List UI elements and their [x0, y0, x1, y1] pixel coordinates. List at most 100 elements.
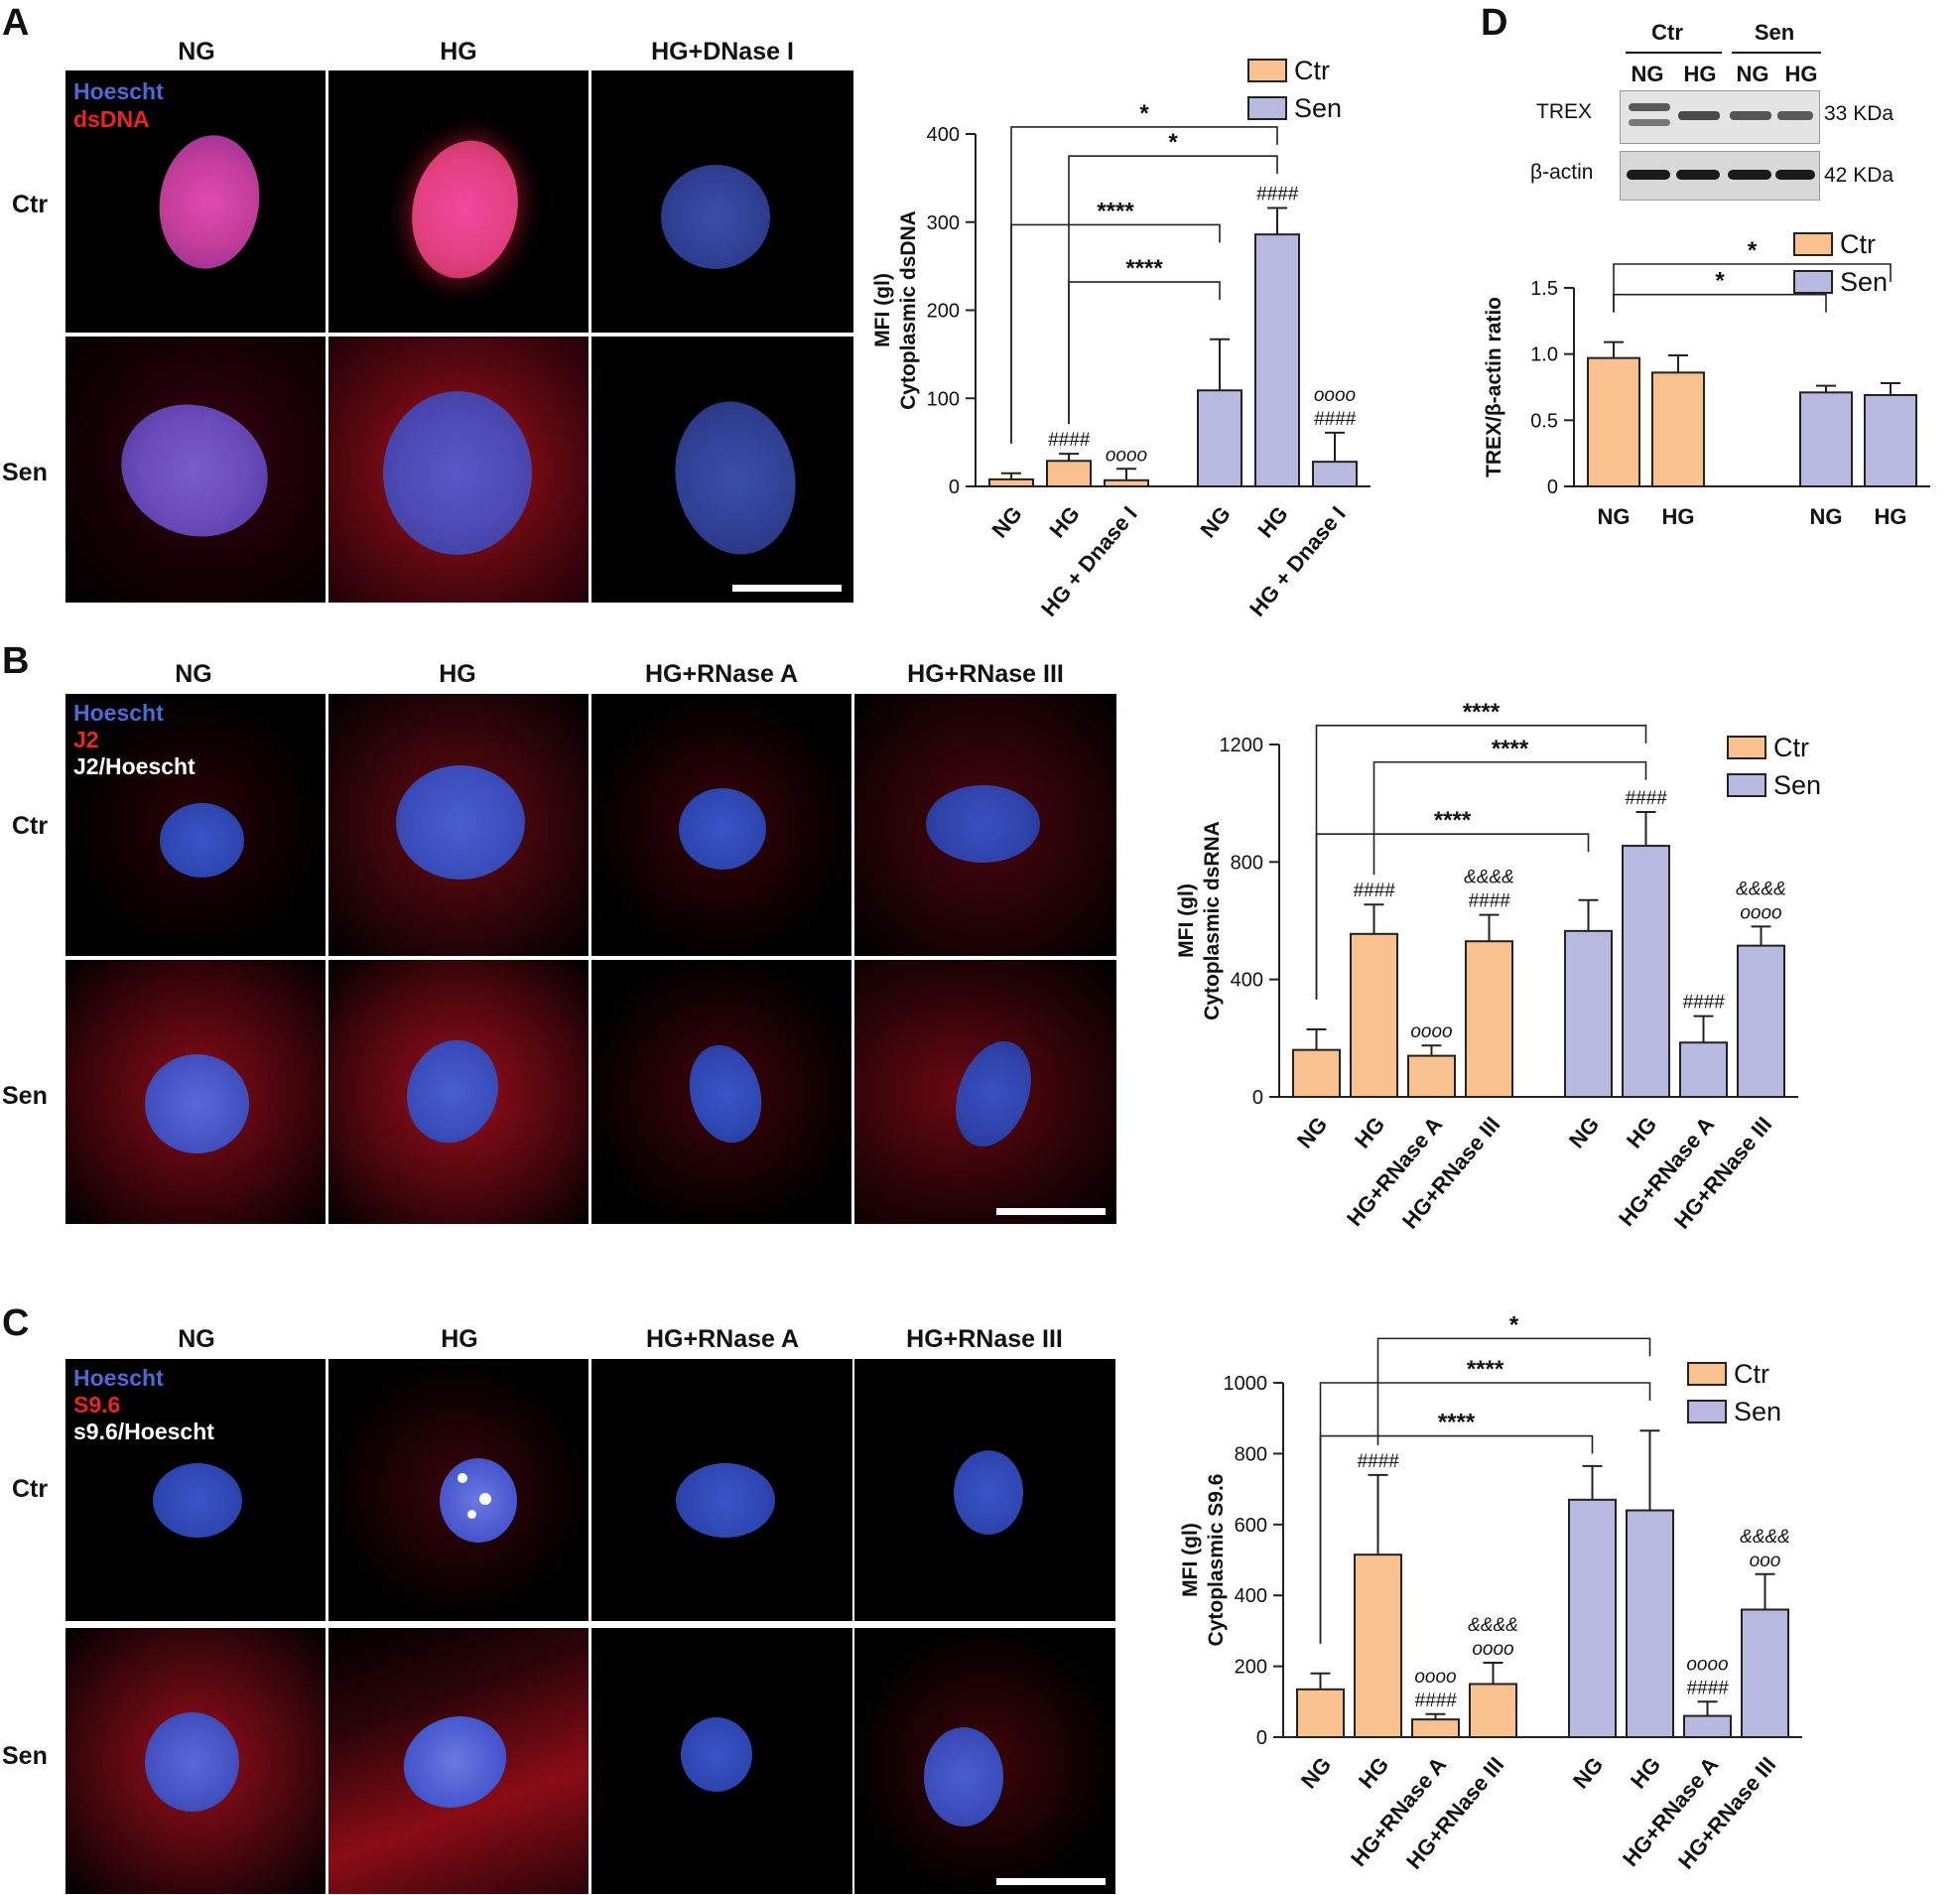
bar — [1411, 1718, 1460, 1738]
legend-swatch — [1727, 736, 1766, 759]
y-axis-label: MFI (gl) — [873, 273, 894, 347]
panel-a-row-head-sen: Sen — [2, 459, 48, 486]
bar-annotation: oooo — [1410, 1021, 1452, 1042]
panel-c-col-head-rnase-a: HG+RNase A — [646, 1325, 799, 1353]
bar-annotation: oooo — [1686, 1654, 1728, 1675]
bar — [1350, 932, 1398, 1098]
blot-lane-2: HG — [1683, 62, 1717, 86]
panel-b-col-head-rnase-a: HG+RNase A — [645, 660, 798, 688]
y-tick-label: 0 — [1252, 1087, 1263, 1109]
micrograph-a-ctr-hg — [328, 70, 588, 333]
micrograph-c-sen-rnase-iii — [854, 1628, 1115, 1894]
significance-label: **** — [1467, 1356, 1504, 1383]
legend-label: Sen — [1840, 267, 1888, 297]
significance-bracket — [1319, 1434, 1594, 1644]
y-tick-label: 800 — [1231, 852, 1263, 874]
panel-b-stain-j2-hoescht: J2/Hoescht — [73, 753, 196, 779]
significance-label: * — [1139, 100, 1149, 127]
blot-group-sen: Sen — [1754, 20, 1795, 45]
bar — [1354, 1554, 1402, 1738]
bar — [1312, 461, 1358, 487]
blot-lane-3: NG — [1736, 62, 1769, 86]
y-axis-label: Cytoplasmic dsRNA — [1201, 821, 1224, 1020]
panel-a-stain-dsdna: dsDNA — [73, 106, 150, 132]
panel-letter-a: A — [2, 2, 30, 44]
micrograph-c-ctr-ng: Hoescht S9.6 s9.6/Hoescht — [65, 1359, 326, 1621]
significance-bracket — [1613, 293, 1827, 313]
bar — [1296, 1688, 1345, 1738]
bar — [1568, 1498, 1617, 1738]
panel-c-stain-s96: S9.6 — [73, 1392, 121, 1418]
y-tick-label: 400 — [927, 124, 960, 146]
y-tick-label: 200 — [1235, 1657, 1267, 1679]
legend-label: Ctr — [1773, 733, 1809, 762]
legend-label: Ctr — [1294, 56, 1330, 85]
bar — [1741, 1608, 1789, 1739]
significance-bracket — [1315, 833, 1590, 1000]
significance-label: **** — [1434, 807, 1472, 834]
x-tick-label: HG — [1044, 501, 1084, 542]
bar-annotation: oooo — [1106, 445, 1147, 466]
bar — [1254, 233, 1300, 487]
y-axis-label: Cytoplasmic S9.6 — [1205, 1474, 1228, 1647]
legend-label: Sen — [1773, 770, 1821, 800]
bar — [988, 477, 1034, 487]
blot-size-bactin: 42 KDa — [1824, 164, 1895, 187]
significance-label: * — [1168, 129, 1178, 156]
scale-bar — [732, 585, 842, 592]
y-axis-label: Cytoplasmic dsDNA — [897, 210, 920, 410]
bar-annotation: #### — [1686, 1678, 1729, 1698]
micrograph-a-sen-hg — [328, 337, 588, 603]
blot-group-ctr: Ctr — [1651, 20, 1683, 45]
y-tick-label: 1.5 — [1530, 278, 1558, 300]
bar — [1587, 356, 1640, 487]
bar-annotation: oooo — [1472, 1639, 1513, 1660]
chart-c-s96: 0 200 400 600 800 1000 MFI (gl) Cytoplasmic S9.… — [1179, 1311, 1802, 1874]
y-tick-label: 400 — [1235, 1585, 1267, 1607]
micrograph-c-sen-rnase-a — [591, 1628, 852, 1894]
micrograph-b-sen-ng — [65, 960, 326, 1224]
micrograph-b-sen-rnase-a — [591, 960, 851, 1224]
micrograph-b-ctr-rnase-iii — [854, 694, 1116, 956]
micrograph-c-sen-ng — [65, 1628, 326, 1894]
x-tick-label: HG — [1626, 1752, 1665, 1793]
panel-a-col-head-ng: NG — [178, 38, 215, 66]
bar — [1737, 944, 1785, 1099]
x-tick-label: NG — [986, 501, 1026, 542]
legend-swatch — [1793, 232, 1833, 256]
micrograph-b-sen-hg — [328, 960, 588, 1224]
y-tick-label: 800 — [1235, 1443, 1267, 1465]
panel-c-col-head-hg: HG — [441, 1325, 478, 1353]
panel-a-col-head-hg: HG — [440, 38, 477, 66]
x-tick-label: HG — [1622, 1112, 1661, 1152]
significance-label: **** — [1492, 736, 1529, 762]
significance-bracket — [1010, 223, 1221, 444]
panel-b-row-head-ctr: Ctr — [12, 812, 49, 840]
blot-size-trex: 33 KDa — [1824, 102, 1895, 125]
bar-annotation: #### — [1256, 185, 1299, 205]
panel-b-row-head-sen: Sen — [2, 1082, 48, 1110]
y-tick-label: 0 — [1256, 1727, 1267, 1749]
y-tick-label: 1200 — [1220, 735, 1264, 756]
chart-d-trex-ratio: 0 0.5 1.0 1.5 TREX/β-actin ratio NG HG NG HG * * Ct… — [1483, 229, 1930, 529]
panel-b-col-head-rnase-iii: HG+RNase III — [907, 660, 1064, 688]
bar — [1104, 478, 1149, 488]
scale-bar — [996, 1208, 1106, 1215]
legend-swatch — [1247, 59, 1287, 82]
significance-label: * — [1509, 1311, 1519, 1338]
y-axis-label: MFI (gl) — [1179, 1523, 1202, 1597]
blot-membrane-trex — [1620, 90, 1820, 144]
bar — [1626, 1509, 1674, 1738]
bar-annotation: #### — [1314, 409, 1357, 430]
bar — [1679, 1041, 1728, 1099]
bar-annotation: #### — [1625, 788, 1667, 809]
bar-annotation: #### — [1414, 1691, 1457, 1711]
panel-letter-b: B — [2, 640, 30, 682]
micrograph-b-sen-rnase-iii — [854, 960, 1116, 1224]
bar — [1465, 940, 1513, 1099]
x-tick-label: HG — [1662, 504, 1695, 529]
y-tick-label: 1.0 — [1530, 344, 1558, 366]
bar — [1407, 1054, 1456, 1099]
panel-c-stain-s96-hoescht: s9.6/Hoescht — [73, 1419, 214, 1444]
micrograph-a-sen-ng — [65, 337, 326, 603]
